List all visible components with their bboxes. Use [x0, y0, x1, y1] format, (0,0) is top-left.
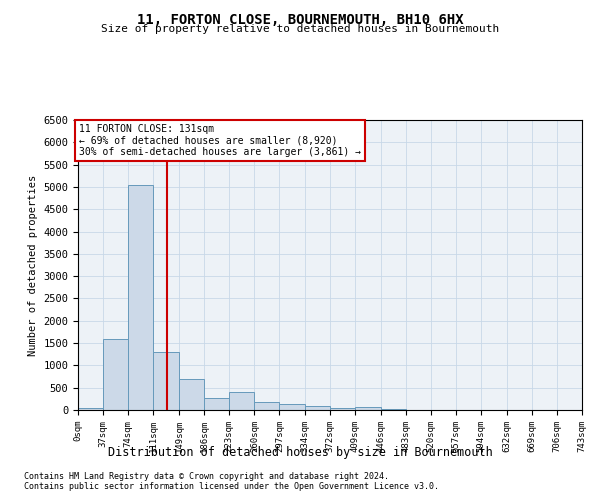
- Bar: [78, 408, 103, 410]
- Text: 11, FORTON CLOSE, BOURNEMOUTH, BH10 6HX: 11, FORTON CLOSE, BOURNEMOUTH, BH10 6HX: [137, 12, 463, 26]
- Bar: [229, 392, 254, 410]
- Text: Contains public sector information licensed under the Open Government Licence v3: Contains public sector information licen…: [24, 482, 439, 491]
- Bar: [179, 379, 204, 410]
- Bar: [204, 398, 229, 410]
- Bar: [280, 404, 305, 410]
- Y-axis label: Number of detached properties: Number of detached properties: [28, 174, 38, 356]
- Bar: [380, 409, 406, 410]
- Text: 11 FORTON CLOSE: 131sqm
← 69% of detached houses are smaller (8,920)
30% of semi: 11 FORTON CLOSE: 131sqm ← 69% of detache…: [79, 124, 361, 157]
- Bar: [305, 406, 331, 410]
- Bar: [254, 402, 280, 410]
- Bar: [331, 408, 355, 410]
- Bar: [355, 407, 380, 410]
- Bar: [103, 338, 128, 410]
- Text: Distribution of detached houses by size in Bournemouth: Distribution of detached houses by size …: [107, 446, 493, 459]
- Text: Size of property relative to detached houses in Bournemouth: Size of property relative to detached ho…: [101, 24, 499, 34]
- Bar: [128, 184, 153, 410]
- Text: Contains HM Land Registry data © Crown copyright and database right 2024.: Contains HM Land Registry data © Crown c…: [24, 472, 389, 481]
- Bar: [153, 352, 179, 410]
